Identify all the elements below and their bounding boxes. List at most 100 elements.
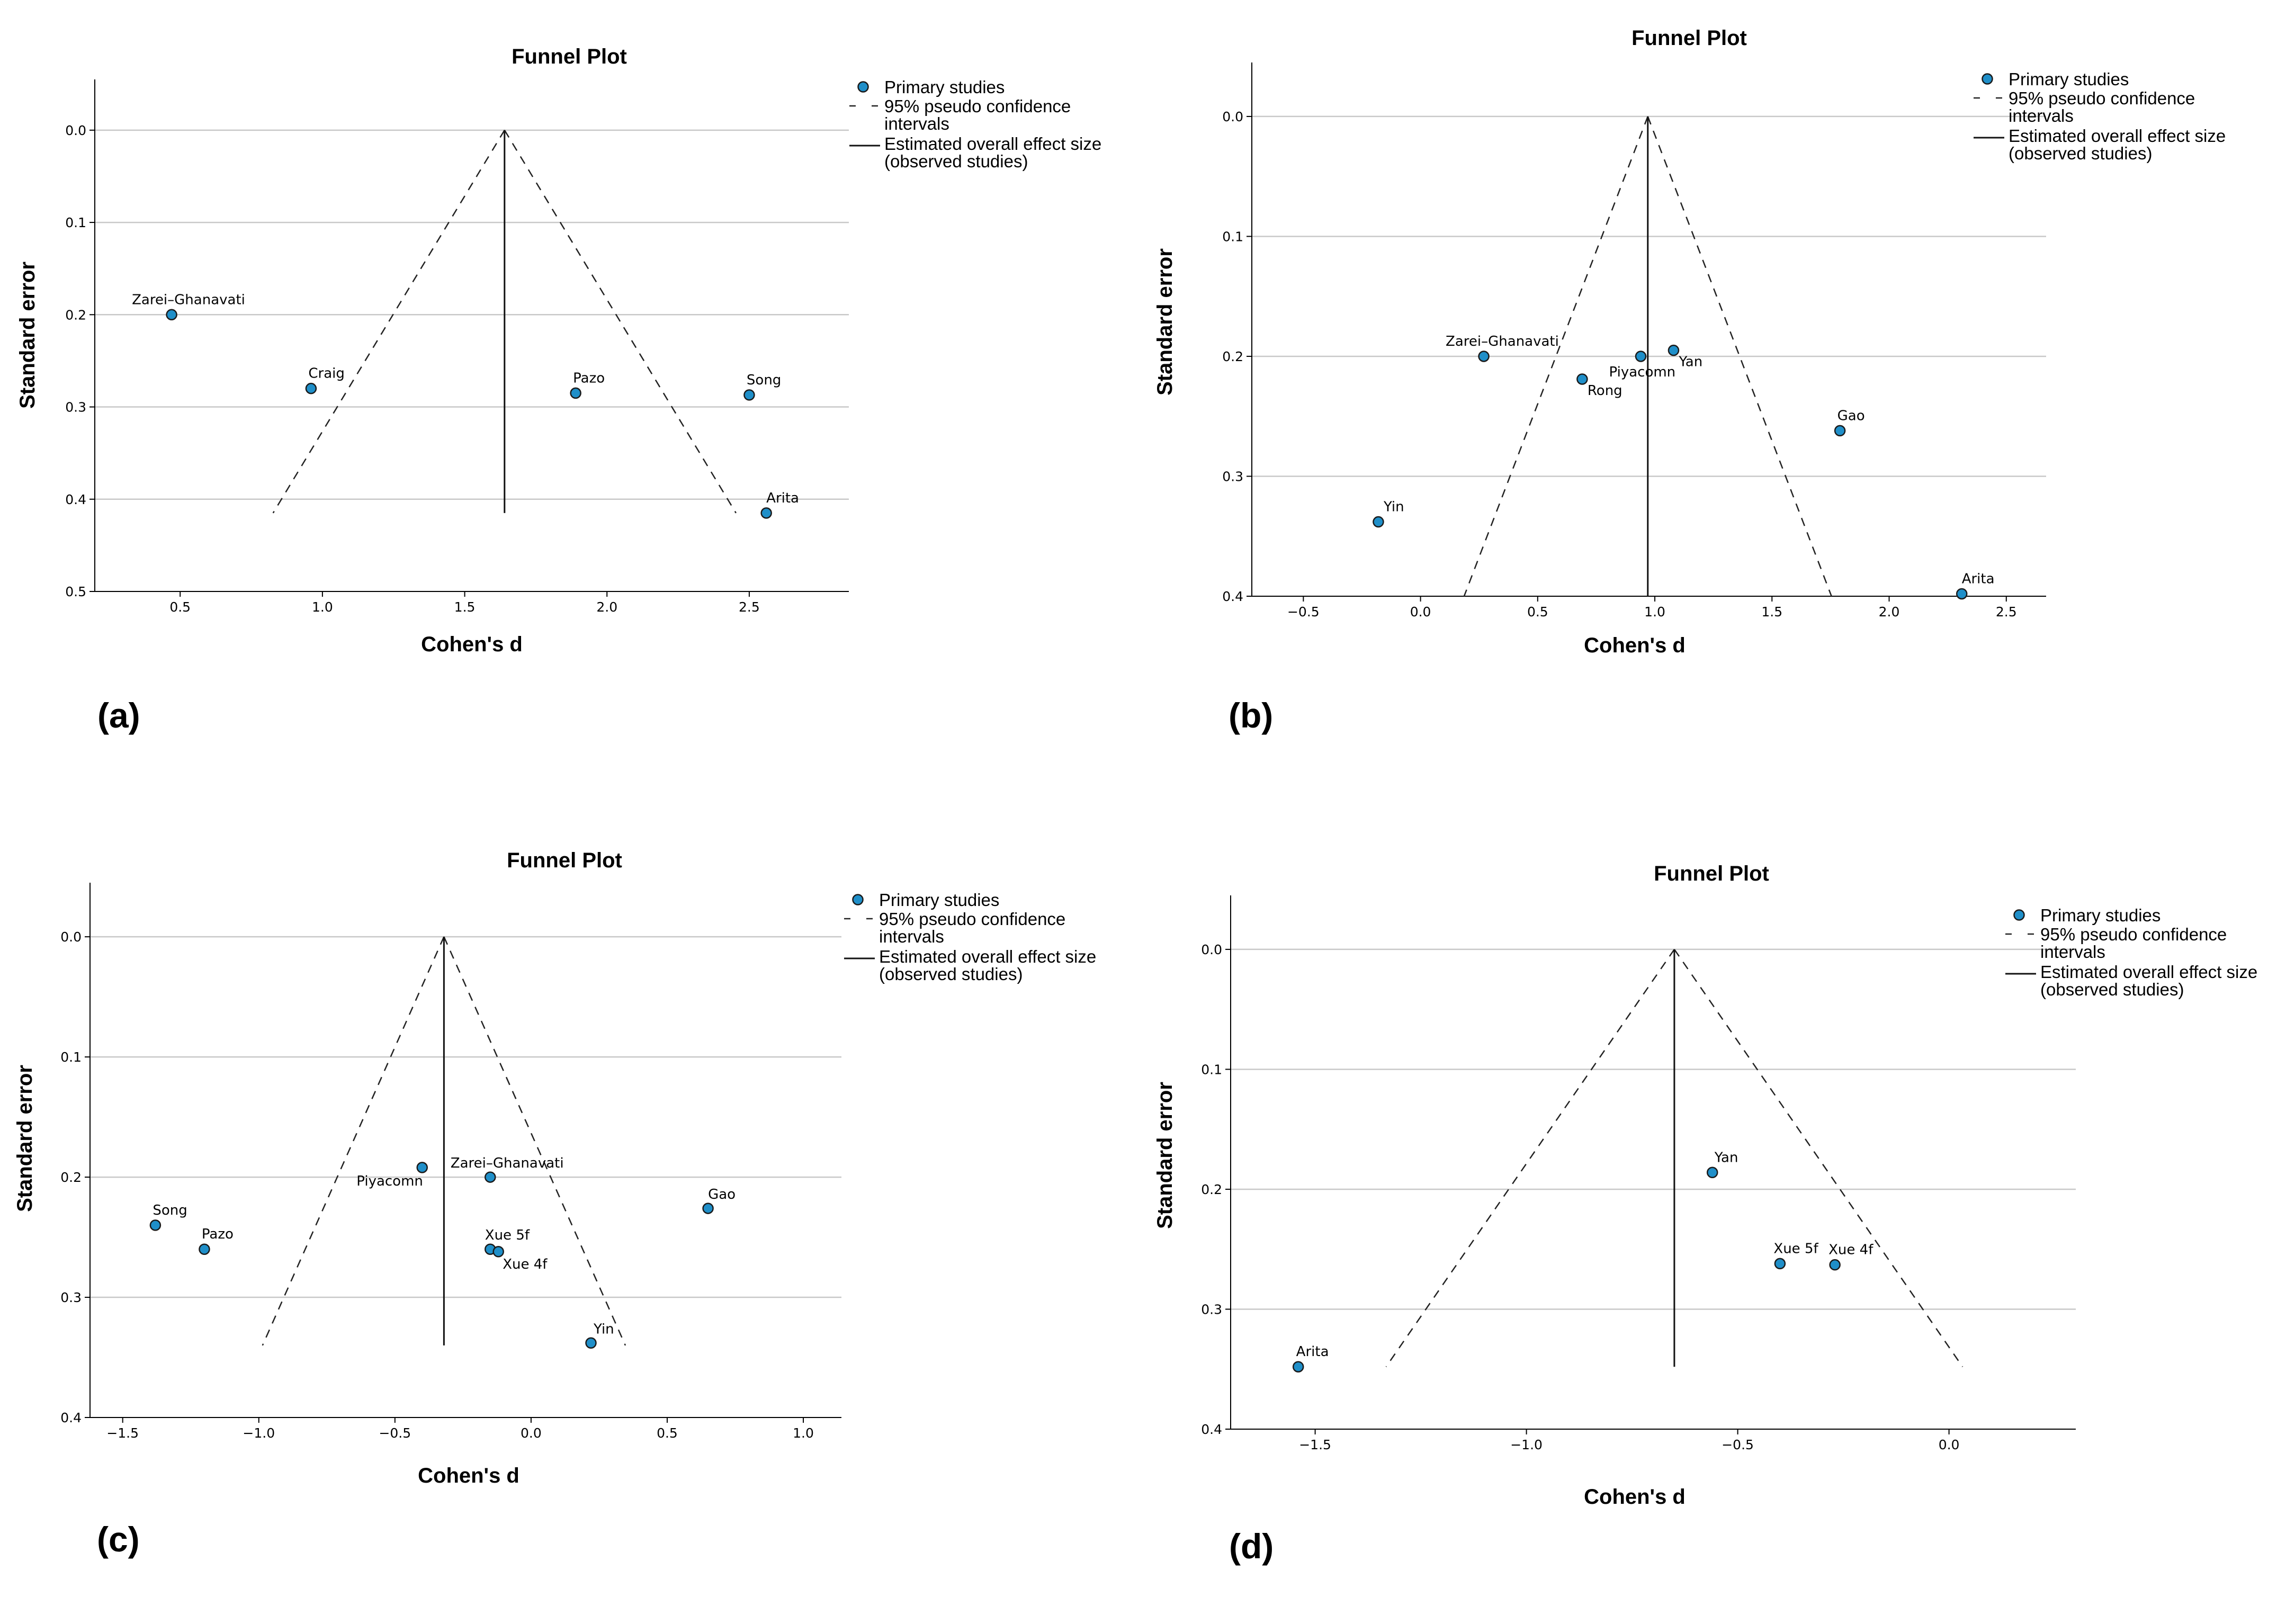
legend-label-primary: Primary studies	[2040, 905, 2161, 925]
chart-title: Funnel Plot	[1631, 26, 1747, 50]
data-point-label: Zarei–Ghanavati	[132, 292, 245, 308]
legend-label-ci-2: intervals	[879, 927, 944, 946]
data-point-label: Song	[153, 1203, 187, 1218]
y-tick-label: 0.3	[65, 400, 86, 415]
data-point	[1576, 373, 1588, 385]
x-tick-label: 0.5	[657, 1425, 678, 1441]
data-point	[1774, 1258, 1786, 1270]
legend-label-ci: 95% pseudo confidence	[879, 909, 1065, 929]
data-point-label: Gao	[708, 1187, 736, 1203]
y-tick-label: 0.4	[1201, 1422, 1222, 1437]
data-point-label: Xue 5f	[1773, 1241, 1818, 1257]
legend-label-ci-2: intervals	[2009, 106, 2074, 125]
panel-c: 0.0 0.1 0.2 0.3 0.4 −1.5 −1.0 −0.5 0.0 0.5 1.0 Song…	[0, 810, 1143, 1624]
panel-b: 0.0 0.1 0.2 0.3 0.4 −0.5 0.0 0.5 1.0 1.5 2.0 2.5 Zar…	[1143, 0, 2286, 810]
legend-label-effect: Estimated overall effect size	[2009, 126, 2226, 146]
legend-marker-points	[2013, 909, 2025, 921]
legend-label-primary: Primary studies	[879, 890, 999, 910]
panel-label-c: (c)	[97, 1520, 140, 1559]
data-point	[585, 1337, 597, 1349]
chart-d: 0.0 0.1 0.2 0.3 0.4 −1.5 −1.0 −0.5 0.0 Yan Xue 5f X…	[1153, 862, 2257, 1509]
data-point	[1668, 344, 1680, 356]
legend-label-effect-2: (observed studies)	[884, 151, 1028, 171]
data-point	[149, 1219, 162, 1231]
panel-d: 0.0 0.1 0.2 0.3 0.4 −1.5 −1.0 −0.5 0.0 Yan Xue 5f X…	[1143, 810, 2286, 1624]
legend-label-ci: 95% pseudo confidence	[884, 96, 1071, 116]
data-point-label: Xue 4f	[503, 1257, 548, 1272]
y-tick-label: 0.1	[60, 1049, 82, 1065]
data-point	[1478, 351, 1490, 362]
y-tick-label: 0.3	[1222, 469, 1243, 484]
data-point	[1373, 516, 1384, 528]
legend-label-ci-2: intervals	[884, 114, 949, 133]
y-tick-label: 0.2	[65, 307, 86, 322]
panel-label-b: (b)	[1229, 696, 1274, 735]
x-tick-label: 1.5	[1761, 604, 1782, 620]
data-point	[166, 309, 177, 321]
legend-label-primary: Primary studies	[884, 77, 1005, 97]
data-point-label: Pazo	[202, 1226, 234, 1242]
x-tick-label: 2.5	[1996, 604, 2017, 620]
data-point-label: Rong	[1588, 383, 1622, 399]
data-point-label: Arita	[1962, 571, 1995, 587]
x-tick-label: 1.0	[1644, 604, 1665, 620]
legend-label-effect: Estimated overall effect size	[2040, 962, 2257, 982]
data-point-label: Piyacomn	[1609, 364, 1676, 380]
legend-label-effect-2: (observed studies)	[879, 964, 1023, 984]
x-tick-label: 1.5	[454, 599, 476, 615]
x-tick-label: 2.0	[596, 599, 617, 615]
legend-label-primary: Primary studies	[2009, 69, 2129, 89]
data-point-label: Arita	[1296, 1344, 1329, 1360]
ci-line-left	[1385, 949, 1675, 1367]
y-tick-label: 0.4	[60, 1410, 82, 1425]
data-point-label: Piyacomn	[356, 1173, 423, 1189]
y-axis-title: Standard error	[13, 1065, 37, 1212]
x-tick-label: −0.5	[1722, 1437, 1754, 1452]
ci-line-right	[504, 130, 737, 514]
data-point	[199, 1243, 210, 1255]
chart-title: Funnel Plot	[507, 849, 622, 872]
x-tick-label: 2.0	[1879, 604, 1900, 620]
x-tick-label: −1.5	[106, 1425, 139, 1441]
data-point	[1292, 1361, 1304, 1372]
data-point-label: Pazo	[573, 370, 605, 386]
y-axis-title: Standard error	[1153, 1082, 1177, 1229]
x-tick-label: 2.5	[739, 599, 760, 615]
y-tick-label: 0.4	[65, 492, 86, 507]
legend-label-ci: 95% pseudo confidence	[2009, 88, 2195, 108]
data-point	[1834, 425, 1846, 437]
data-point-label: Zarei–Ghanavati	[1446, 334, 1559, 349]
ci-line-left	[272, 130, 505, 514]
chart-title: Funnel Plot	[1654, 862, 1769, 885]
data-point-label: Song	[747, 372, 781, 388]
y-tick-label: 0.2	[60, 1170, 82, 1185]
legend-marker-points	[1982, 73, 1993, 85]
x-tick-label: 0.0	[1939, 1437, 1960, 1452]
x-tick-label: −1.5	[1299, 1437, 1331, 1452]
x-tick-label: 1.0	[793, 1425, 814, 1441]
legend-label-ci-2: intervals	[2040, 942, 2105, 962]
data-point	[1829, 1259, 1841, 1271]
y-tick-label: 0.2	[1201, 1182, 1222, 1197]
chart-title: Funnel Plot	[512, 45, 627, 68]
legend-label-effect-2: (observed studies)	[2040, 980, 2184, 999]
chart-b: 0.0 0.1 0.2 0.3 0.4 −0.5 0.0 0.5 1.0 1.5 2.0 2.5 Zar…	[1153, 26, 2226, 657]
y-axis-title: Standard error	[1153, 248, 1177, 396]
data-point	[416, 1162, 428, 1173]
ci-line-right	[1673, 949, 1964, 1367]
panel-a: 0.0 0.1 0.2 0.3 0.4 0.5 0.5 1.0 1.5 2.0 2.5 Zarei–G…	[0, 0, 1143, 810]
legend-label-effect: Estimated overall effect size	[879, 947, 1096, 966]
data-point	[743, 389, 755, 401]
data-point	[1956, 588, 1968, 600]
data-point-label: Arita	[766, 490, 799, 506]
x-tick-label: 0.0	[521, 1425, 542, 1441]
data-point-label: Yan	[1678, 354, 1702, 370]
y-tick-label: 0.5	[65, 584, 86, 599]
y-tick-label: 0.0	[60, 929, 82, 945]
chart-a: 0.0 0.1 0.2 0.3 0.4 0.5 0.5 1.0 1.5 2.0 2.5 Zarei–G…	[16, 45, 1101, 656]
ci-line-left	[262, 936, 445, 1346]
y-tick-label: 0.4	[1222, 589, 1243, 604]
y-tick-label: 0.1	[1201, 1062, 1222, 1077]
